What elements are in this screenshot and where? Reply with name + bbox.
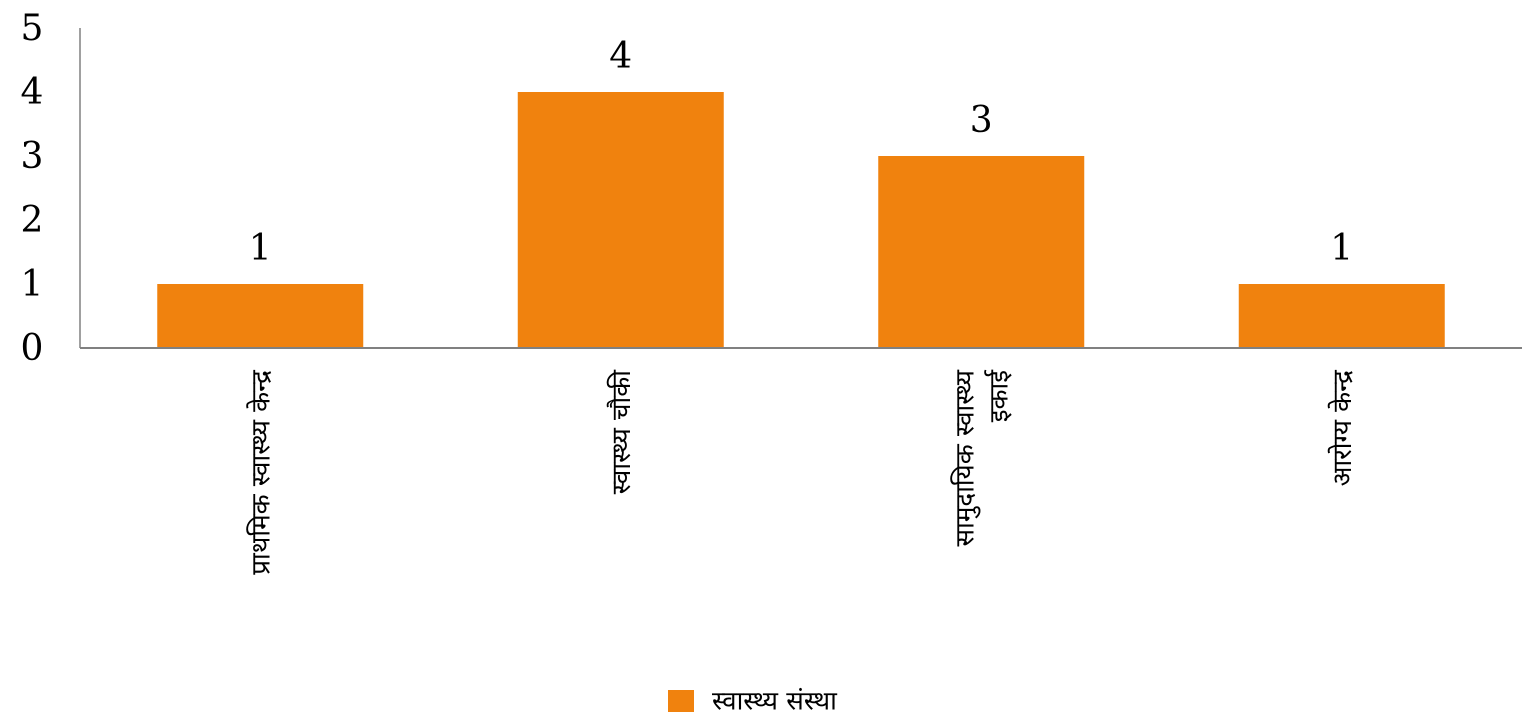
y-tick-label: 2 [21, 200, 44, 241]
category-label: आरोग्य केन्द्र [1327, 369, 1358, 487]
data-label: 4 [609, 36, 632, 77]
legend: स्वास्थ्य संस्था [668, 687, 838, 714]
bars [157, 92, 1445, 348]
category-label: इकाई [983, 369, 1014, 422]
data-label: 1 [1330, 228, 1353, 269]
legend-swatch [668, 690, 694, 712]
bar [517, 92, 724, 348]
category-label: स्वास्थ्य चौकी [606, 369, 637, 494]
y-axis-ticks: 0 1 2 3 4 5 [21, 8, 44, 369]
y-tick-label: 5 [21, 8, 44, 49]
y-tick-label: 0 [21, 328, 44, 369]
data-label: 3 [970, 100, 993, 141]
y-tick-label: 4 [21, 72, 44, 113]
y-tick-label: 1 [21, 264, 44, 305]
data-label: 1 [249, 228, 272, 269]
bar [157, 284, 364, 348]
category-label: प्राथमिक स्वास्थ्य केन्द्र [245, 369, 276, 575]
bar [1238, 284, 1445, 348]
legend-label: स्वास्थ्य संस्था [712, 687, 838, 714]
data-labels: 1 4 3 1 [249, 36, 1353, 269]
category-label: सामुदायिक स्वास्थ्य [949, 369, 980, 546]
category-labels: प्राथमिक स्वास्थ्य केन्द्र स्वास्थ्य चौकी… [245, 369, 1358, 575]
bar [878, 156, 1085, 348]
y-tick-label: 3 [21, 136, 44, 177]
